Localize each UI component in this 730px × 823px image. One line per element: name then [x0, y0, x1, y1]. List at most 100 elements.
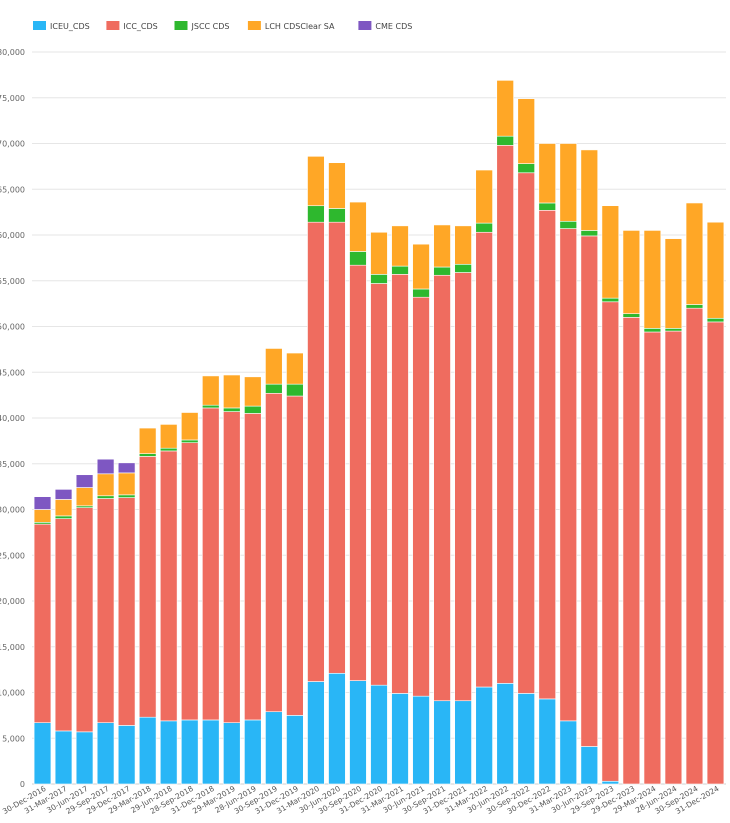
bar-segment-lch-cdsclear-sa [223, 374, 241, 409]
y-tick-label: 5,000 [2, 734, 25, 743]
legend-item[interactable]: LCH CDSClear SA [247, 21, 335, 31]
bar-segment-jscc-cds [117, 494, 136, 498]
bar-segment-iceu-cds [159, 720, 178, 785]
legend[interactable]: ICEU_CDS ICC_CDS JSCC CDS LCH CDSClear SA CM… [33, 21, 412, 31]
legend-swatch [106, 21, 120, 30]
bar-segment-iceu-cds [328, 672, 346, 785]
bar-segment-jscc-cds [223, 407, 241, 412]
bar-segment-icc-cds [286, 395, 304, 716]
bar-segment-lch-cdsclear-sa [96, 473, 115, 497]
bar-segment-lch-cdsclear-sa [244, 376, 262, 407]
y-tick-label: 15,000 [0, 643, 25, 652]
bar-segment-icc-cds [664, 330, 683, 785]
bar-segment-icc-cds [475, 231, 493, 688]
bar-segment-jscc-cds [496, 135, 514, 146]
y-tick-label: 40,000 [0, 414, 25, 423]
bar-segment-iceu-cds [307, 681, 325, 785]
bar-segment-jscc-cds [559, 220, 577, 229]
bar-segment-lch-cdsclear-sa [202, 375, 220, 406]
bar-segment-lch-cdsclear-sa [496, 80, 514, 137]
bar-segment-iceu-cds [517, 693, 535, 785]
bar-segment-jscc-cds [517, 163, 535, 174]
bar-segment-lch-cdsclear-sa [643, 230, 662, 329]
y-tick-label: 60,000 [0, 231, 25, 240]
bar-segment-lch-cdsclear-sa [54, 499, 73, 517]
y-tick-label: 20,000 [0, 597, 25, 606]
bar-segment-iceu-cds [538, 698, 556, 785]
bar-segment-iceu-cds [96, 722, 115, 785]
bar-segment-lch-cdsclear-sa [117, 472, 136, 496]
bar-segment-cme-cds [54, 489, 73, 500]
bar-segment-jscc-cds [265, 383, 283, 394]
bar-segment-lch-cdsclear-sa [328, 162, 346, 209]
bar-segment-jscc-cds [454, 263, 472, 273]
bar-segment-lch-cdsclear-sa [286, 352, 304, 385]
bar-segment-jscc-cds [685, 304, 704, 309]
bar-segment-iceu-cds [559, 720, 577, 785]
bar-segment-icc-cds [349, 264, 367, 681]
bar-segment-jscc-cds [181, 439, 199, 444]
y-tick-label: 80,000 [0, 48, 25, 57]
bar-segment-lch-cdsclear-sa [664, 238, 683, 329]
bar-segment-iceu-cds [391, 693, 409, 785]
bar-segment-icc-cds [75, 507, 94, 733]
bar-segment-lch-cdsclear-sa [159, 424, 178, 449]
bar-segment-lch-cdsclear-sa [706, 221, 725, 319]
bar-segment-icc-cds [496, 145, 514, 684]
x-axis-ticks: 30-Dec-201631-Mar-201730-Jun-201729-Sep-… [1, 784, 721, 816]
bar-segment-lch-cdsclear-sa [580, 149, 599, 231]
legend-item[interactable]: CME CDS [358, 21, 412, 31]
bar-segment-icc-cds [517, 172, 535, 694]
legend-item[interactable]: JSCC CDS [174, 21, 230, 31]
bar-segment-jscc-cds [370, 274, 388, 284]
bar-segment-jscc-cds [244, 405, 262, 414]
y-tick-label: 45,000 [0, 368, 25, 377]
legend-label: LCH CDSClear SA [265, 22, 335, 31]
bar-segment-iceu-cds [580, 746, 599, 785]
bar-segment-jscc-cds [54, 515, 73, 519]
bar-segment-iceu-cds [496, 683, 514, 785]
bar-segment-lch-cdsclear-sa [370, 231, 388, 275]
bar-segment-lch-cdsclear-sa [412, 243, 430, 290]
bar-segment-iceu-cds [349, 680, 367, 785]
legend-item[interactable]: ICC_CDS [106, 21, 158, 31]
bar-segment-lch-cdsclear-sa [517, 98, 535, 164]
bar-segment-lch-cdsclear-sa [601, 205, 620, 299]
bar-segment-iceu-cds [433, 700, 451, 785]
y-tick-label: 70,000 [0, 140, 25, 149]
bar-segment-icc-cds [181, 442, 199, 721]
y-tick-label: 55,000 [0, 277, 25, 286]
bar-segment-lch-cdsclear-sa [138, 427, 157, 454]
bar-segment-jscc-cds [159, 447, 178, 452]
bar-segment-cme-cds [75, 474, 94, 488]
legend-item[interactable]: ICEU_CDS [33, 21, 90, 31]
bar-segment-iceu-cds [412, 695, 430, 785]
bar-segment-iceu-cds [265, 711, 283, 785]
bar-segment-iceu-cds [75, 731, 94, 785]
bar-segment-icc-cds [138, 456, 157, 718]
bar-segment-lch-cdsclear-sa [538, 143, 556, 204]
bar-segment-jscc-cds [307, 205, 325, 223]
bar-segment-cme-cds [117, 462, 136, 474]
bar-segment-cme-cds [96, 458, 115, 475]
bar-segment-icc-cds [601, 301, 620, 782]
bar-segment-jscc-cds [202, 404, 220, 409]
bar-segment-jscc-cds [706, 317, 725, 323]
bar-segment-iceu-cds [117, 725, 136, 785]
bar-segment-icc-cds [370, 283, 388, 686]
y-tick-label: 75,000 [0, 94, 25, 103]
bar-segment-icc-cds [559, 228, 577, 722]
bar-segment-iceu-cds [223, 722, 241, 785]
bar-segment-lch-cdsclear-sa [685, 202, 704, 305]
bar-segment-jscc-cds [475, 222, 493, 233]
bar-segment-jscc-cds [601, 297, 620, 303]
bar-segment-icc-cds [307, 221, 325, 682]
bar-segment-lch-cdsclear-sa [307, 156, 325, 207]
bar-segment-icc-cds [223, 411, 241, 723]
bar-segment-icc-cds [433, 274, 451, 702]
bar-segment-jscc-cds [664, 328, 683, 332]
bar-segment-jscc-cds [580, 230, 599, 237]
bar-segment-jscc-cds [96, 495, 115, 499]
